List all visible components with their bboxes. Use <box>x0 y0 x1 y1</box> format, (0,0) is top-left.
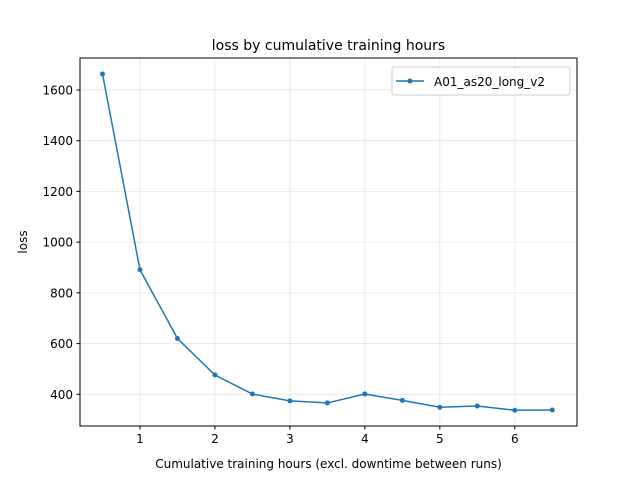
legend: A01_as20_long_v2 <box>391 66 571 96</box>
data-point <box>137 267 143 273</box>
data-point <box>174 336 180 342</box>
data-point <box>324 400 330 406</box>
ticks: 1 2 3 4 5 6 400 600 800 1000 1200 1400 1600 <box>42 83 518 446</box>
y-tick-label: 1400 <box>42 134 73 148</box>
data-point <box>287 398 293 404</box>
data-point <box>474 403 480 409</box>
series-line-layer <box>99 71 555 413</box>
x-tick-label: 6 <box>511 432 519 446</box>
y-axis-label: loss <box>16 230 30 253</box>
x-tick-label: 5 <box>436 432 444 446</box>
legend-label: A01_as20_long_v2 <box>434 75 545 89</box>
data-point <box>362 391 368 397</box>
data-point <box>549 407 555 413</box>
y-tick-label: 600 <box>50 337 73 351</box>
data-point <box>212 372 218 378</box>
data-point <box>399 397 405 403</box>
data-point <box>512 407 518 413</box>
y-tick-label: 1000 <box>42 236 73 250</box>
y-tick-label: 1200 <box>42 185 73 199</box>
legend-marker-icon <box>407 78 413 84</box>
x-tick-label: 1 <box>136 432 144 446</box>
data-point <box>437 404 443 410</box>
data-point <box>249 391 255 397</box>
y-tick-label: 800 <box>50 286 73 300</box>
grid <box>80 58 577 426</box>
x-tick-label: 2 <box>211 432 219 446</box>
data-point <box>99 71 105 77</box>
x-tick-label: 4 <box>361 432 369 446</box>
x-tick-label: 3 <box>286 432 294 446</box>
legend-box <box>391 66 571 96</box>
chart-title: loss by cumulative training hours <box>212 38 445 54</box>
x-axis-label: Cumulative training hours (excl. downtim… <box>155 457 502 471</box>
y-tick-label: 400 <box>50 388 73 402</box>
y-tick-label: 1600 <box>42 83 73 97</box>
